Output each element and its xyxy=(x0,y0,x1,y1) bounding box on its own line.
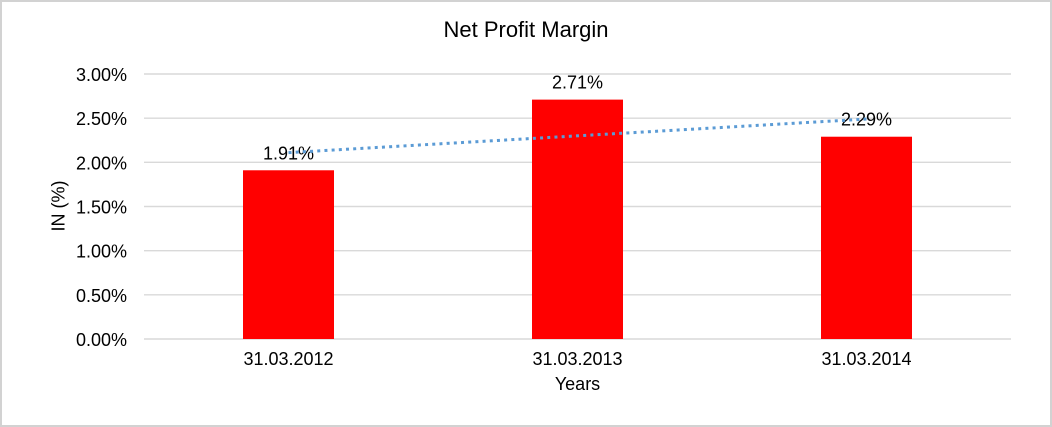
y-tick-label: 2.50% xyxy=(76,109,127,129)
trendline xyxy=(288,117,867,155)
x-category-label: 31.03.2012 xyxy=(243,349,333,369)
data-label: 1.91% xyxy=(263,143,314,163)
x-axis-title: Years xyxy=(554,374,601,394)
y-tick-label: 0.50% xyxy=(76,286,127,306)
y-tick-label: 2.00% xyxy=(76,153,127,173)
bar-31.03.2013 xyxy=(532,99,623,339)
bar-31.03.2014 xyxy=(821,136,912,339)
y-tick-label: 0.00% xyxy=(76,330,127,350)
x-category-label: 31.03.2014 xyxy=(821,349,911,369)
bar-31.03.2012 xyxy=(243,170,334,339)
y-tick-label: 3.00% xyxy=(76,65,127,85)
chart-title: Net Profit Margin xyxy=(443,17,609,42)
x-category-label: 31.03.2013 xyxy=(532,349,622,369)
y-tick-label: 1.50% xyxy=(76,198,127,218)
data-label: 2.71% xyxy=(552,73,603,93)
y-tick-label: 1.00% xyxy=(76,242,127,262)
